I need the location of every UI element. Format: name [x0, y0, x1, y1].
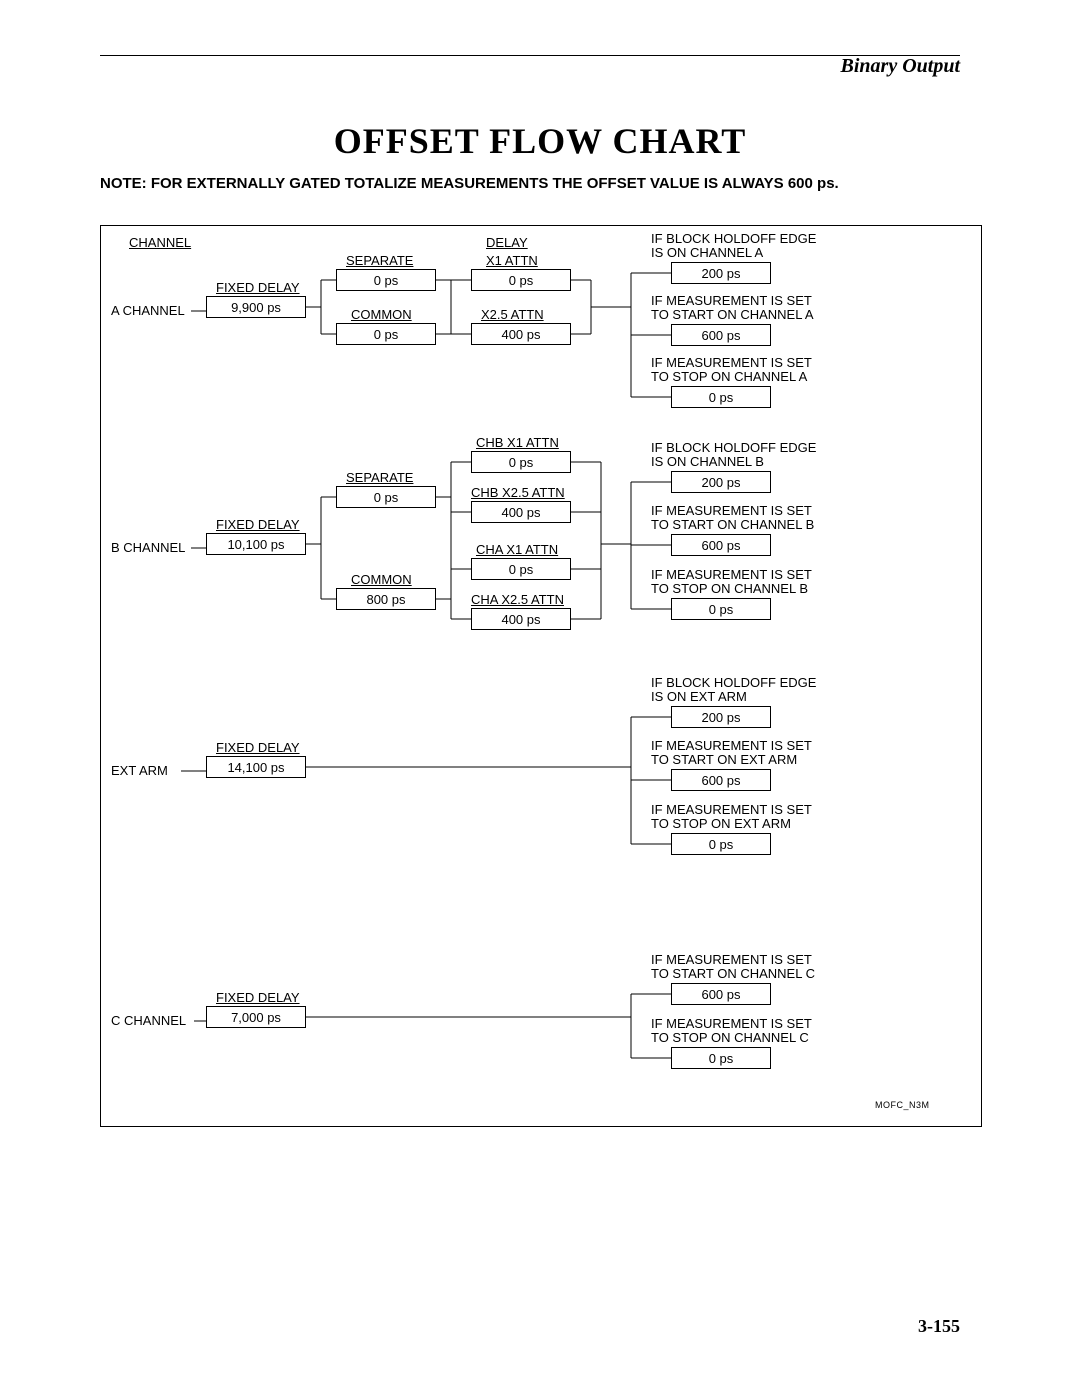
page-title: OFFSET FLOW CHART	[0, 120, 1080, 162]
note-body: FOR EXTERNALLY GATED TOTALIZE MEASUREMEN…	[147, 175, 839, 192]
diagram-code: MOFC_N3M	[875, 1100, 930, 1110]
note-prefix: NOTE:	[100, 175, 147, 192]
header-rule	[100, 55, 960, 56]
flowchart-diagram: CHANNEL DELAY A CHANNEL FIXED DELAY 9,90…	[100, 225, 982, 1127]
flowchart-connectors	[101, 226, 981, 1126]
page-number: 3-155	[918, 1316, 960, 1337]
header-section-title: Binary Output	[841, 55, 960, 78]
note-text: NOTE: FOR EXTERNALLY GATED TOTALIZE MEAS…	[100, 175, 980, 192]
